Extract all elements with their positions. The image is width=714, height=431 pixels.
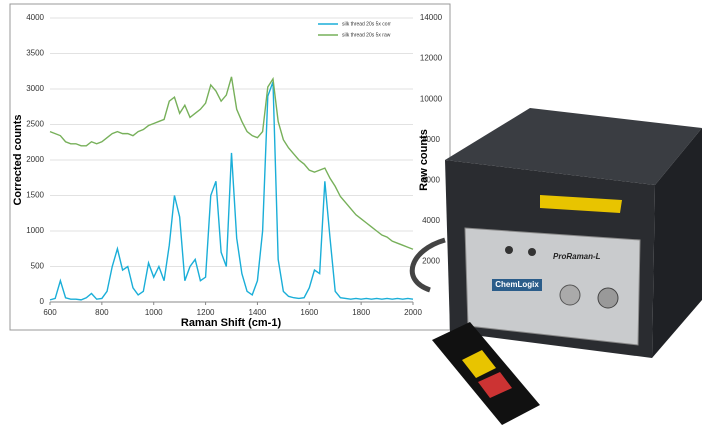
y-tick-label: 3000	[26, 84, 44, 93]
x-tick-label: 1400	[249, 308, 267, 317]
led	[528, 248, 536, 256]
x-axis-title: Raman Shift (cm-1)	[181, 317, 282, 329]
y-tick-label: 1500	[26, 191, 44, 200]
y2-tick-label: 12000	[420, 54, 443, 63]
x-tick-label: 1800	[352, 308, 370, 317]
y2-tick-label: 8000	[422, 135, 440, 144]
legend-label: silk thread 20s 5x raw	[342, 32, 391, 38]
laser-probe	[432, 322, 540, 425]
device: ProRaman-L ChemLogix	[409, 108, 702, 425]
y-tick-label: 1000	[26, 226, 44, 235]
probe-label	[462, 350, 496, 378]
y-tick-label: 2500	[26, 120, 44, 129]
y2-tick-label: 14000	[420, 13, 443, 22]
device-side	[652, 128, 702, 358]
y-tick-label: 4000	[26, 13, 44, 22]
probe-tag	[478, 372, 512, 398]
warning-label	[540, 195, 622, 213]
y2-tick-label: 4000	[422, 216, 440, 225]
chart-frame	[9, 3, 451, 331]
y-tick-label: 0	[40, 297, 45, 306]
y2-tick-label: 10000	[420, 94, 443, 103]
x-tick-label: 600	[43, 308, 57, 317]
brand-plate	[492, 279, 542, 291]
chart: 0 500 1000 1500 2000 2500 3000 3500 4000 2000 4000…	[26, 13, 442, 317]
x-tick-label: 1200	[197, 308, 215, 317]
legend-label: silk thread 20s 5x corr	[342, 21, 391, 27]
y-tick-label: 2000	[26, 155, 44, 164]
x-tick-label: 1000	[145, 308, 163, 317]
front-panel	[464, 227, 641, 346]
led	[505, 246, 513, 254]
fiber-port	[597, 287, 619, 309]
device-brand: ChemLogix	[495, 280, 539, 289]
device-model: ProRaman-L	[553, 252, 601, 261]
y2-tick-label: 6000	[422, 175, 440, 184]
device-top	[445, 108, 702, 185]
key-switch	[559, 284, 581, 306]
y-tick-label: 500	[31, 262, 45, 271]
data-line	[49, 76, 414, 250]
cable	[409, 237, 446, 293]
x-tick-label: 2000	[404, 308, 422, 317]
x-tick-label: 1600	[300, 308, 318, 317]
y-tick-label: 3500	[26, 49, 44, 58]
x-tick-label: 800	[95, 308, 109, 317]
y2-axis-title: Raw counts	[418, 129, 430, 191]
data-line	[49, 81, 414, 301]
y2-tick-label: 2000	[422, 257, 440, 266]
y-axis-title: Corrected counts	[12, 114, 24, 205]
